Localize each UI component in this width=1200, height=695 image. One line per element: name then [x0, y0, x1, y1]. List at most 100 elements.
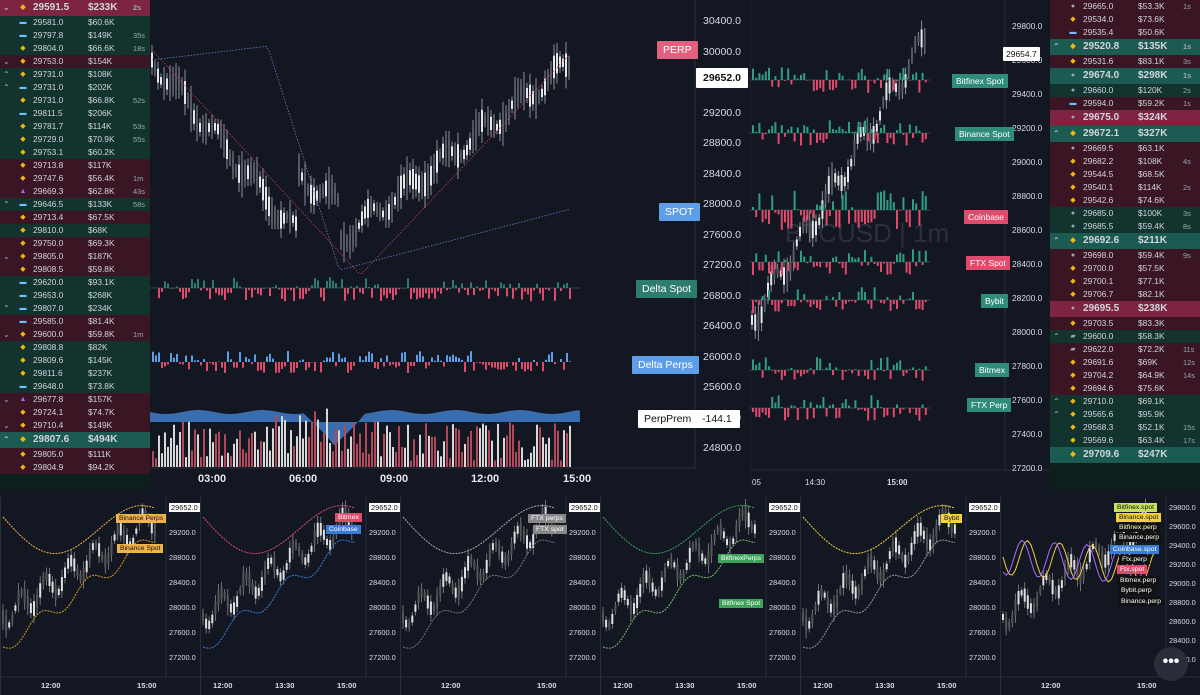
exchange-delta-bar	[780, 125, 783, 133]
candle-body	[367, 198, 369, 218]
delta-perps-bar	[563, 362, 565, 370]
delta-perps-bar	[239, 352, 241, 362]
price-tick: 29200.0	[769, 528, 796, 537]
trade-size: $202K	[88, 82, 113, 92]
exchange-delta-bar	[835, 256, 838, 262]
exchange-delta-bar	[774, 402, 777, 408]
candle-body	[135, 528, 138, 534]
volume-bar	[488, 430, 490, 467]
delta-perps-bar	[392, 362, 394, 365]
candle-body	[565, 53, 567, 77]
trade-size: $324K	[1138, 112, 1168, 123]
volume-bar	[356, 443, 358, 467]
bybit-icon: ▰	[1070, 333, 1076, 340]
candle-body	[270, 557, 273, 564]
time-tick: 03:00	[198, 473, 227, 485]
trade-price: 29535.4	[1083, 27, 1114, 37]
trade-price: 29591.5	[33, 2, 70, 13]
price-tick: 28000.0	[1012, 327, 1043, 337]
trade-size: $56.4K	[88, 173, 115, 183]
candle-body	[907, 63, 910, 74]
candle-body	[493, 119, 495, 132]
exchange-delta-bar	[918, 368, 921, 370]
exchange-delta-bar	[803, 370, 806, 375]
candle-body	[938, 514, 941, 526]
exchange-delta-bar	[902, 408, 905, 410]
candle-body	[1036, 596, 1039, 607]
candle-body	[1064, 566, 1066, 580]
exchange-delta-bar	[793, 405, 796, 408]
exchange-mini-chart[interactable]: 29652.0 29200.0 28800.0 28400.0 28000.0 27600…	[400, 497, 600, 695]
candle-body	[233, 602, 235, 615]
volume-bar	[209, 428, 211, 467]
time-tick: 15:00	[137, 681, 157, 690]
trade-row: ◆ 29804.9 $94.2K	[0, 461, 150, 474]
ftx-icon: ▬	[19, 318, 27, 325]
candle-body	[645, 570, 648, 583]
exchange-delta-bar	[867, 370, 870, 380]
volume-bar	[215, 433, 217, 467]
delta-spot-bar	[521, 288, 523, 300]
right-trade-feed[interactable]: ● 29665.0 $53.3K 1s ◆ 29534.0 $73.6K ▬ 29535.4 $5…	[1050, 0, 1200, 490]
trade-size: $238K	[1138, 303, 1168, 314]
trade-size: $74.6K	[1138, 195, 1165, 205]
mini-chart-canvas	[601, 497, 800, 678]
exchange-mini-chart[interactable]: 29652.0 29200.0 28800.0 28400.0 28000.0 27600…	[600, 497, 800, 695]
exchange-delta-bar	[867, 262, 870, 266]
candle-body	[722, 531, 725, 539]
price-tick: 29652.0	[369, 503, 400, 512]
volume-bar	[542, 437, 544, 467]
candle-body	[904, 554, 907, 568]
exchange-delta-bar	[899, 360, 902, 370]
candle-body	[608, 622, 611, 628]
exchange-delta-bar	[758, 122, 761, 133]
candle-body	[411, 615, 414, 623]
more-options-button[interactable]: •••	[1154, 647, 1188, 681]
trade-size: $111K	[88, 449, 111, 459]
candle-body	[535, 88, 537, 109]
candle-body	[1076, 564, 1079, 580]
candle-body	[1017, 591, 1020, 605]
exchange-delta-bar	[790, 210, 793, 229]
trade-row: ◆ 29534.0 $73.6K	[1050, 13, 1200, 26]
perp-prem-label: PerpPrem	[638, 410, 697, 428]
exchange-delta-bar	[867, 133, 870, 142]
exchange-mini-chart[interactable]: 29652.0 29200.0 28800.0 28400.0 28000.0 27600…	[200, 497, 400, 695]
trade-price: 29520.8	[1083, 41, 1120, 52]
exchange-mini-chart[interactable]: 29652.0 29200.0 28800.0 28400.0 28000.0 27600…	[800, 497, 1000, 695]
exchange-delta-bar	[851, 80, 854, 90]
exchange-mini-chart[interactable]: 29800.0 29600.0 29400.0 29200.0 29000.0 28800…	[1000, 497, 1200, 695]
exchange-delta-bar	[915, 262, 918, 267]
delta-spot-bar	[377, 284, 379, 288]
trade-row: ◆ 29694.6 $75.6K	[1050, 382, 1200, 395]
candle-body	[682, 572, 685, 579]
trade-row: ⌃ ◆ 29565.6 $95.9K	[1050, 408, 1200, 421]
exchange-delta-bar	[816, 404, 818, 408]
candle-body	[256, 166, 258, 186]
candle-body	[397, 184, 399, 203]
main-chart[interactable]	[150, 0, 750, 490]
trade-price: 29729.0	[33, 134, 64, 144]
delta-perps-bar	[293, 362, 295, 373]
exchange-delta-bar	[828, 262, 831, 274]
candle-body	[436, 150, 438, 173]
candle-body	[175, 72, 177, 91]
exchange-delta-bar	[912, 367, 914, 370]
candle-body	[1057, 585, 1060, 599]
exchange-mini-chart[interactable]: 29652.0 29200.0 28800.0 28400.0 28000.0 27600…	[0, 497, 200, 695]
delta-spot-bar	[428, 288, 430, 299]
trade-price: 29805.0	[33, 449, 64, 459]
candle-body	[307, 553, 310, 563]
candle-body	[332, 537, 335, 546]
trade-price: 29581.0	[33, 17, 64, 27]
delta-perps-bar	[443, 362, 445, 367]
candle-body	[664, 567, 666, 578]
mini-chart-canvas	[801, 497, 1000, 678]
left-trade-feed[interactable]: ⌄ ◆ 29591.5 $233K 2s ▬ 29581.0 $60.6K ▬ 29797.8 $1…	[0, 0, 150, 490]
candle-body	[482, 571, 485, 579]
exchange-delta-bar	[841, 262, 844, 269]
exchange-delta-bar	[761, 408, 764, 413]
exchange-delta-bar	[860, 262, 863, 266]
delta-spot-bar	[371, 288, 373, 298]
exchange-delta-bar	[908, 262, 911, 275]
